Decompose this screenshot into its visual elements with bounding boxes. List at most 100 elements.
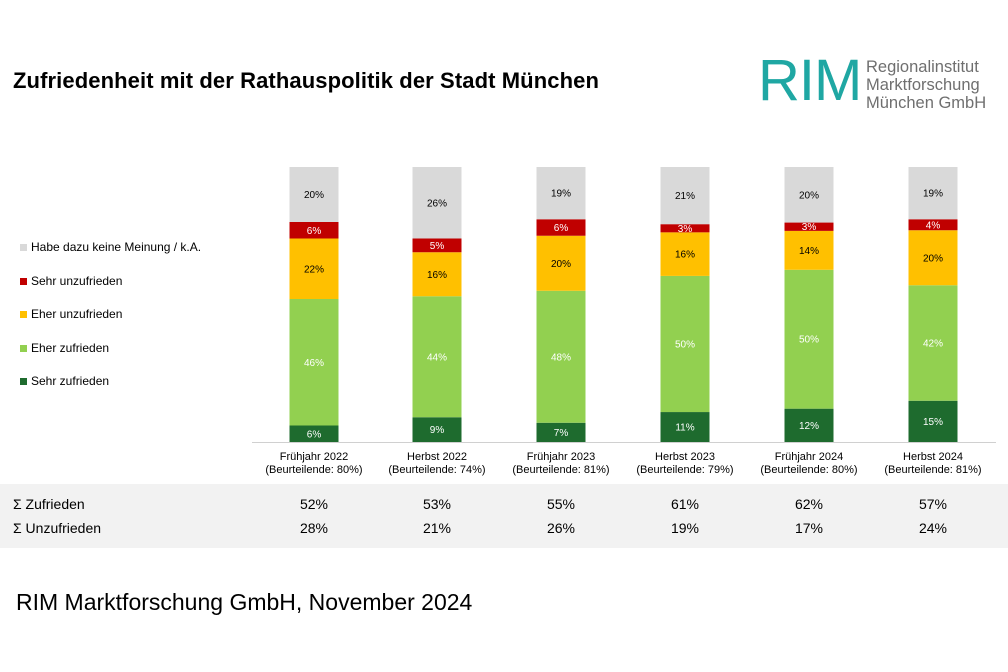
bar-segment	[289, 425, 339, 442]
data-label: 26%	[427, 198, 447, 209]
footer-source: RIM Marktforschung GmbH, November 2024	[16, 589, 473, 615]
logo-line: Regionalinstitut	[866, 58, 979, 76]
bar-segment	[289, 167, 339, 222]
data-label: 5%	[430, 241, 445, 252]
category-sublabel: (Beurteilende: 81%)	[884, 464, 981, 476]
bar-segment	[536, 167, 586, 220]
bar-segment	[412, 296, 462, 418]
legend-item: Sehr unzufrieden	[20, 274, 122, 288]
data-label: 6%	[554, 223, 569, 234]
category-sublabel: (Beurteilende: 74%)	[388, 464, 485, 476]
bar-segment	[784, 408, 834, 442]
stacked-bar-chart: 6% 46% 22% 6% 20% Frühjahr 2022 (Beurteilende:…	[252, 167, 996, 476]
data-label: 3%	[802, 222, 817, 233]
data-label: 6%	[307, 429, 322, 440]
bar-segment	[536, 290, 586, 423]
data-label: 4%	[926, 220, 941, 231]
category-sublabel: (Beurteilende: 81%)	[512, 464, 609, 476]
summary-value: 55%	[546, 496, 576, 512]
bar-segment	[908, 285, 958, 401]
legend-item: Eher unzufrieden	[20, 307, 122, 321]
bar-segment	[289, 222, 339, 239]
bar-segment	[908, 219, 958, 231]
data-label: 20%	[551, 259, 571, 270]
legend-label: Sehr unzufrieden	[31, 274, 123, 288]
summary-value: 21%	[422, 520, 452, 536]
bar-segment	[536, 422, 586, 442]
bar-segment	[289, 238, 339, 299]
data-label: 14%	[799, 246, 819, 257]
bar-segment	[412, 252, 462, 297]
bar-segment	[784, 222, 834, 231]
rim-logo: RIM Regionalinstitut Marktforschung Münc…	[758, 52, 1002, 114]
legend-swatch	[20, 344, 27, 352]
legend-swatch	[20, 277, 27, 285]
data-label: 9%	[430, 425, 445, 436]
bar-segment	[908, 230, 958, 286]
bar-segment	[536, 235, 586, 291]
bar-segment	[412, 238, 462, 253]
summary-table: Σ Zufrieden 52% 53% 55% 61% 62% 57% Σ Un…	[0, 484, 1008, 548]
bar-segment	[660, 275, 710, 413]
data-label: 19%	[551, 189, 571, 200]
bar-segment	[784, 230, 834, 270]
data-label: 19%	[923, 189, 943, 200]
bar-segment	[660, 167, 710, 225]
logo-mark: RIM	[758, 48, 862, 113]
data-label: 16%	[427, 270, 447, 281]
category-label: Frühjahr 2023	[527, 451, 596, 463]
legend-swatch	[20, 377, 27, 385]
data-label: 16%	[675, 250, 695, 261]
summary-value: 17%	[794, 520, 824, 536]
category-label: Frühjahr 2024	[775, 451, 844, 463]
bar-segment	[412, 167, 462, 239]
data-label: 11%	[675, 423, 694, 434]
legend-label: Eher zufrieden	[31, 341, 110, 355]
summary-value: 61%	[670, 496, 700, 512]
category-label: Herbst 2022	[407, 451, 467, 463]
data-label: 21%	[675, 191, 695, 202]
category-label: Herbst 2024	[903, 451, 963, 463]
data-label: 50%	[799, 335, 819, 346]
bar-segment	[660, 232, 710, 276]
data-label: 48%	[551, 352, 571, 363]
bar-segment	[908, 167, 958, 220]
data-label: 20%	[799, 190, 819, 201]
data-label: 12%	[799, 421, 819, 432]
summary-value: 24%	[918, 520, 948, 536]
bar-segment	[660, 412, 710, 442]
legend-item: Sehr zufrieden	[20, 374, 109, 388]
data-label: 50%	[675, 339, 695, 350]
data-label: 42%	[923, 339, 943, 350]
legend-label: Sehr zufrieden	[31, 374, 110, 388]
legend-label: Eher unzufrieden	[31, 307, 123, 321]
logo-text: Regionalinstitut Marktforschung München …	[866, 58, 986, 112]
legend-swatch	[20, 243, 27, 251]
data-label: 3%	[678, 224, 693, 235]
bar-segment	[412, 417, 462, 442]
data-label: 46%	[304, 358, 324, 369]
data-label: 15%	[923, 417, 943, 428]
summary-value: 52%	[299, 496, 329, 512]
legend-label: Habe dazu keine Meinung / k.A.	[31, 240, 202, 254]
logo-line: Marktforschung	[866, 76, 980, 94]
data-label: 22%	[304, 264, 324, 275]
summary-value: 62%	[794, 496, 824, 512]
summary-value: 53%	[422, 496, 452, 512]
data-label: 7%	[554, 428, 569, 439]
bar-segment	[908, 400, 958, 442]
summary-value: 19%	[670, 520, 700, 536]
summary-row-zufrieden: Σ Zufrieden 52% 53% 55% 61% 62% 57%	[0, 496, 1008, 520]
data-label: 20%	[923, 253, 943, 264]
category-sublabel: (Beurteilende: 79%)	[636, 464, 733, 476]
summary-label: Σ Zufrieden	[13, 496, 85, 512]
category-label: Frühjahr 2022	[280, 451, 349, 463]
bar-segment	[660, 224, 710, 233]
summary-label: Σ Unzufrieden	[13, 520, 102, 536]
bar-segment	[784, 167, 834, 223]
summary-row-unzufrieden: Σ Unzufrieden 28% 21% 26% 19% 17% 24%	[0, 520, 1008, 544]
category-label: Herbst 2023	[655, 451, 715, 463]
summary-value: 26%	[546, 520, 576, 536]
data-label: 6%	[307, 226, 322, 237]
category-sublabel: (Beurteilende: 80%)	[760, 464, 857, 476]
